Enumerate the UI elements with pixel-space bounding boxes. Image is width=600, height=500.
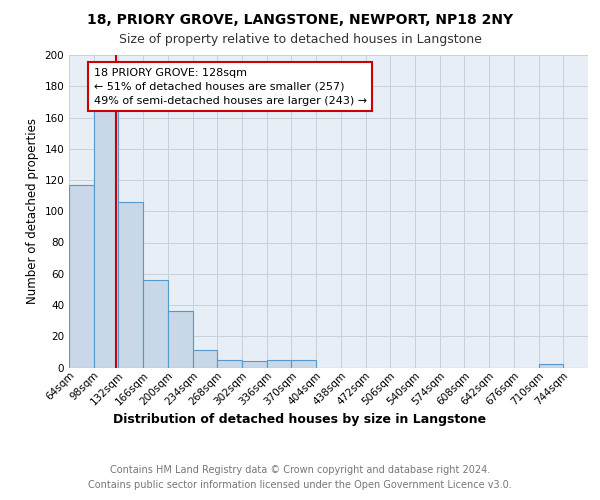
Bar: [217, 360, 242, 368]
Bar: [168, 311, 193, 368]
Y-axis label: Number of detached properties: Number of detached properties: [26, 118, 39, 304]
Text: Contains HM Land Registry data © Crown copyright and database right 2024.
Contai: Contains HM Land Registry data © Crown c…: [88, 465, 512, 490]
Bar: [267, 360, 292, 368]
Bar: [118, 202, 143, 368]
Text: 18, PRIORY GROVE, LANGSTONE, NEWPORT, NP18 2NY: 18, PRIORY GROVE, LANGSTONE, NEWPORT, NP…: [87, 12, 513, 26]
Text: Size of property relative to detached houses in Langstone: Size of property relative to detached ho…: [119, 32, 481, 46]
Text: 18 PRIORY GROVE: 128sqm
← 51% of detached houses are smaller (257)
49% of semi-d: 18 PRIORY GROVE: 128sqm ← 51% of detache…: [94, 68, 367, 106]
Bar: [539, 364, 563, 368]
Bar: [94, 110, 118, 368]
Bar: [242, 361, 267, 368]
Bar: [143, 280, 168, 368]
Text: Distribution of detached houses by size in Langstone: Distribution of detached houses by size …: [113, 412, 487, 426]
Bar: [69, 184, 94, 368]
Bar: [193, 350, 217, 368]
Bar: [292, 360, 316, 368]
